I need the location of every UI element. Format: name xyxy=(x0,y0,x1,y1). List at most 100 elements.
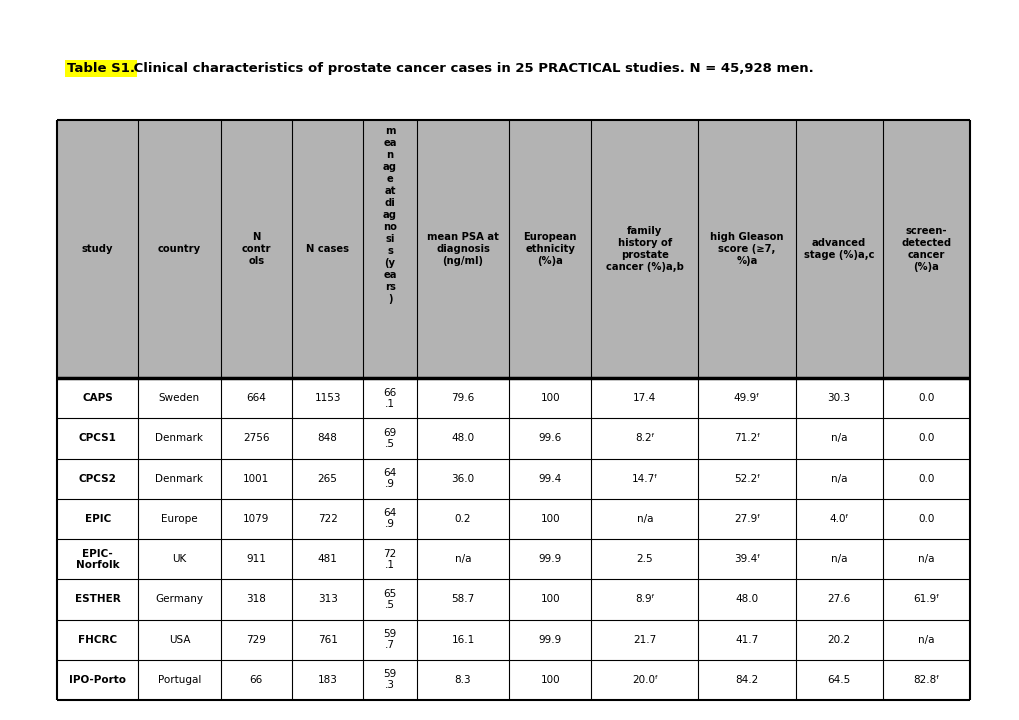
Text: ESTHER: ESTHER xyxy=(74,595,120,604)
Text: Germany: Germany xyxy=(155,595,203,604)
Text: mean PSA at
diagnosis
(ng/ml): mean PSA at diagnosis (ng/ml) xyxy=(427,232,498,266)
Text: CPCS2: CPCS2 xyxy=(78,474,116,484)
Text: 65
.5: 65 .5 xyxy=(383,589,396,610)
Text: 64
.9: 64 .9 xyxy=(383,468,396,489)
Text: 722: 722 xyxy=(317,514,337,524)
Text: n/a: n/a xyxy=(830,433,847,444)
Text: advanced
stage (%)a,c: advanced stage (%)a,c xyxy=(803,238,873,260)
Text: Table S1.: Table S1. xyxy=(67,62,135,75)
Text: USA: USA xyxy=(168,634,190,644)
Text: 99.9: 99.9 xyxy=(538,634,561,644)
Text: 1153: 1153 xyxy=(314,393,340,403)
Text: 20.0ᶠ: 20.0ᶠ xyxy=(631,675,657,685)
Text: 8.2ᶠ: 8.2ᶠ xyxy=(635,433,654,444)
Text: 48.0: 48.0 xyxy=(451,433,474,444)
Text: 52.2ᶠ: 52.2ᶠ xyxy=(733,474,759,484)
Text: 59
.7: 59 .7 xyxy=(383,629,396,650)
Text: IPO-Porto: IPO-Porto xyxy=(69,675,126,685)
Text: 16.1: 16.1 xyxy=(450,634,474,644)
Text: 66: 66 xyxy=(250,675,263,685)
Bar xyxy=(57,120,969,378)
Text: CAPS: CAPS xyxy=(83,393,113,403)
Text: 761: 761 xyxy=(317,634,337,644)
Bar xyxy=(57,378,969,418)
Text: study: study xyxy=(82,244,113,254)
Text: 27.9ᶠ: 27.9ᶠ xyxy=(733,514,759,524)
Text: 1001: 1001 xyxy=(243,474,269,484)
Text: 30.3: 30.3 xyxy=(826,393,850,403)
Text: Denmark: Denmark xyxy=(155,474,203,484)
Text: 36.0: 36.0 xyxy=(451,474,474,484)
Text: 79.6: 79.6 xyxy=(450,393,474,403)
Text: 100: 100 xyxy=(540,393,559,403)
Text: 911: 911 xyxy=(246,554,266,564)
Text: family
history of
prostate
cancer (%)a,b: family history of prostate cancer (%)a,b xyxy=(605,226,683,272)
Text: 729: 729 xyxy=(246,634,266,644)
Bar xyxy=(57,619,969,660)
Text: 0.2: 0.2 xyxy=(454,514,471,524)
Text: 848: 848 xyxy=(317,433,337,444)
Text: n/a: n/a xyxy=(636,514,652,524)
Text: 481: 481 xyxy=(317,554,337,564)
Text: 27.6: 27.6 xyxy=(826,595,850,604)
Text: EPIC-
Norfolk: EPIC- Norfolk xyxy=(75,549,119,570)
Text: 84.2: 84.2 xyxy=(735,675,758,685)
Text: 664: 664 xyxy=(246,393,266,403)
Text: 4.0ᶠ: 4.0ᶠ xyxy=(828,514,848,524)
Text: 48.0: 48.0 xyxy=(735,595,758,604)
Text: 100: 100 xyxy=(540,675,559,685)
Text: EPIC: EPIC xyxy=(85,514,111,524)
Text: m
ea
n
ag
e
at
di
ag
no
si
s
(y
ea
rs
): m ea n ag e at di ag no si s (y ea rs ) xyxy=(383,126,396,304)
Text: 99.9: 99.9 xyxy=(538,554,561,564)
Text: 59
.3: 59 .3 xyxy=(383,670,396,690)
Text: n/a: n/a xyxy=(830,474,847,484)
Text: UK: UK xyxy=(172,554,186,564)
Text: 49.9ᶠ: 49.9ᶠ xyxy=(733,393,759,403)
Text: n/a: n/a xyxy=(917,634,933,644)
Text: 41.7: 41.7 xyxy=(735,634,758,644)
Text: 0.0: 0.0 xyxy=(917,393,933,403)
Text: 0.0: 0.0 xyxy=(917,474,933,484)
Text: 100: 100 xyxy=(540,595,559,604)
Text: 0.0: 0.0 xyxy=(917,514,933,524)
Text: screen-
detected
cancer
(%)a: screen- detected cancer (%)a xyxy=(901,226,951,272)
Text: 64
.9: 64 .9 xyxy=(383,508,396,529)
Text: 313: 313 xyxy=(317,595,337,604)
Text: 99.6: 99.6 xyxy=(538,433,561,444)
Text: n/a: n/a xyxy=(454,554,471,564)
Text: 71.2ᶠ: 71.2ᶠ xyxy=(733,433,759,444)
Text: 99.4: 99.4 xyxy=(538,474,561,484)
Text: 58.7: 58.7 xyxy=(450,595,474,604)
Bar xyxy=(57,459,969,499)
Text: 64.5: 64.5 xyxy=(826,675,850,685)
Text: 8.3: 8.3 xyxy=(454,675,471,685)
Text: 318: 318 xyxy=(246,595,266,604)
Bar xyxy=(57,539,969,580)
Text: 100: 100 xyxy=(540,514,559,524)
Text: 8.9ᶠ: 8.9ᶠ xyxy=(635,595,654,604)
Text: 39.4ᶠ: 39.4ᶠ xyxy=(733,554,759,564)
Text: 69
.5: 69 .5 xyxy=(383,428,396,449)
Text: 72
.1: 72 .1 xyxy=(383,549,396,570)
Text: Portugal: Portugal xyxy=(158,675,201,685)
Text: European
ethnicity
(%)a: European ethnicity (%)a xyxy=(523,232,577,266)
Bar xyxy=(57,418,969,459)
Bar xyxy=(57,660,969,700)
Text: N
contr
ols: N contr ols xyxy=(242,232,271,266)
Text: FHCRC: FHCRC xyxy=(78,634,117,644)
Text: 183: 183 xyxy=(317,675,337,685)
Bar xyxy=(57,499,969,539)
Text: 2.5: 2.5 xyxy=(636,554,652,564)
Text: 61.9ᶠ: 61.9ᶠ xyxy=(912,595,938,604)
Text: 17.4: 17.4 xyxy=(633,393,656,403)
Text: 1079: 1079 xyxy=(243,514,269,524)
Text: 14.7ᶠ: 14.7ᶠ xyxy=(631,474,657,484)
Text: Clinical characteristics of prostate cancer cases in 25 PRACTICAL studies. N = 4: Clinical characteristics of prostate can… xyxy=(128,62,813,75)
Text: 265: 265 xyxy=(317,474,337,484)
Text: CPCS1: CPCS1 xyxy=(78,433,116,444)
Text: Denmark: Denmark xyxy=(155,433,203,444)
Text: 20.2: 20.2 xyxy=(826,634,850,644)
Text: n/a: n/a xyxy=(830,554,847,564)
Text: 66
.1: 66 .1 xyxy=(383,387,396,409)
Text: Europe: Europe xyxy=(161,514,198,524)
